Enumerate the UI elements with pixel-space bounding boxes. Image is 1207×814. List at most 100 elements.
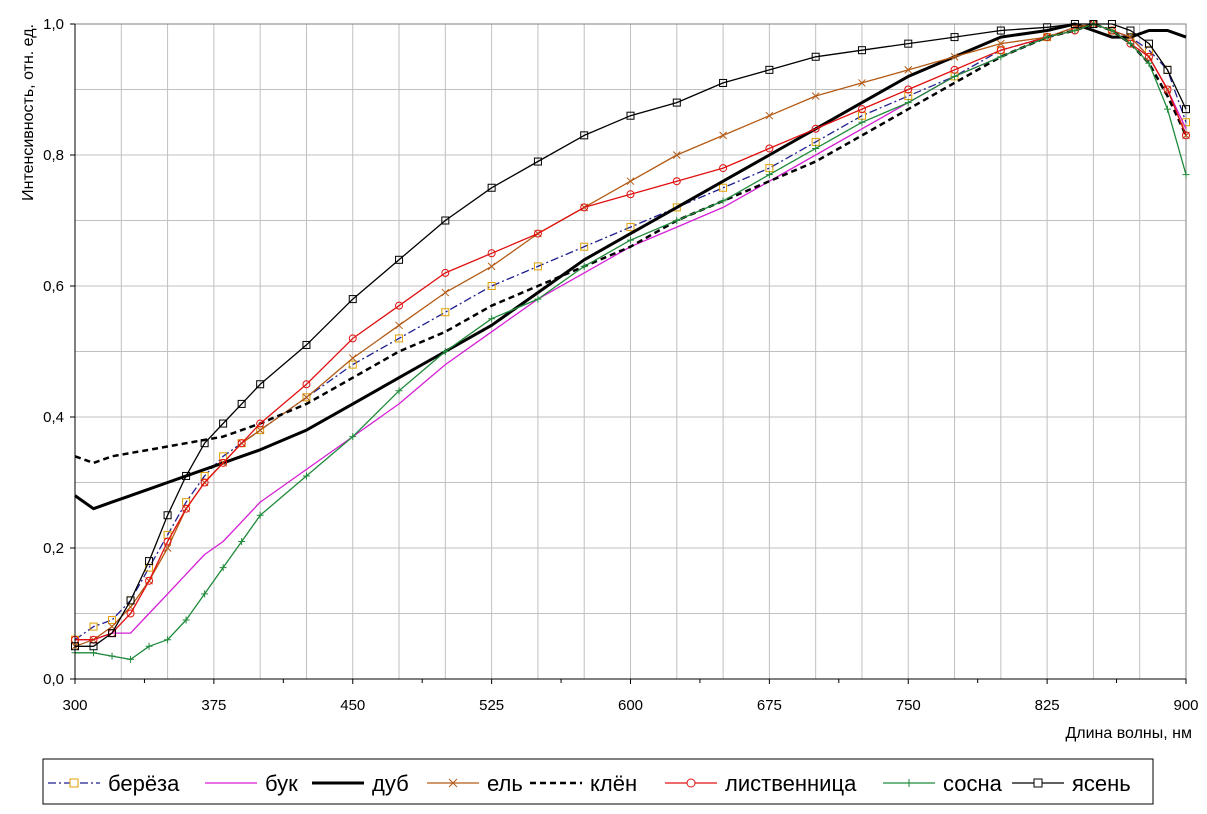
- point-marker: [686, 778, 696, 788]
- point-marker: [395, 321, 403, 330]
- point-marker: [237, 439, 246, 448]
- point-marker: [219, 458, 228, 467]
- point-marker: [857, 105, 866, 114]
- x-tick-label: 675: [757, 697, 782, 714]
- legend-label: берёза: [108, 771, 180, 796]
- x-tick-label: 300: [62, 697, 87, 714]
- series-сосна: [71, 20, 1190, 663]
- point-marker: [441, 288, 450, 297]
- point-marker: [1071, 27, 1079, 35]
- point-marker: [126, 596, 135, 605]
- point-marker: [672, 203, 681, 212]
- point-marker: [89, 642, 98, 651]
- point-marker: [951, 72, 959, 80]
- y-axis-title: Интенсивность, отн. ед.: [20, 24, 37, 201]
- legend-item-дуб: дуб: [312, 771, 409, 796]
- point-marker: [163, 511, 172, 520]
- point-marker: [580, 242, 589, 251]
- point-marker: [90, 649, 98, 657]
- y-tick-label: 0,2: [43, 540, 64, 557]
- point-marker: [487, 282, 496, 290]
- point-marker: [1126, 26, 1135, 35]
- point-marker: [201, 590, 209, 598]
- point-marker: [719, 197, 727, 205]
- point-marker: [719, 78, 728, 87]
- point-marker: [126, 609, 135, 618]
- x-axis-title: Длина волны, нм: [1065, 725, 1192, 742]
- x-tick-label: 900: [1173, 697, 1198, 714]
- point-marker: [1126, 33, 1135, 41]
- point-marker: [533, 229, 542, 238]
- point-marker: [534, 295, 542, 303]
- point-marker: [904, 99, 912, 107]
- y-tick-label: 0,4: [43, 409, 64, 426]
- x-tick-label: 600: [618, 697, 643, 714]
- legend-label: дуб: [372, 771, 409, 796]
- point-marker: [108, 616, 117, 625]
- point-marker: [904, 39, 913, 48]
- point-marker: [302, 472, 310, 480]
- point-marker: [349, 433, 357, 441]
- point-marker: [69, 778, 79, 788]
- point-marker: [857, 46, 866, 55]
- point-marker: [533, 157, 542, 166]
- point-marker: [200, 439, 209, 448]
- point-marker: [812, 144, 820, 152]
- point-marker: [1182, 131, 1190, 140]
- point-marker: [719, 131, 727, 140]
- point-marker: [1043, 23, 1052, 32]
- legend-item-клён: клён: [530, 771, 637, 796]
- legend-item-лиственница: лиственница: [665, 771, 857, 796]
- point-marker: [256, 511, 264, 519]
- point-marker: [1144, 39, 1153, 48]
- point-marker: [765, 111, 774, 120]
- point-marker: [1182, 105, 1190, 114]
- point-marker: [626, 190, 635, 199]
- point-marker: [626, 223, 635, 232]
- legend-item-берёза: берёза: [48, 771, 180, 796]
- y-tick-label: 0,8: [43, 147, 64, 164]
- legend-item-бук: бук: [205, 771, 298, 796]
- point-marker: [145, 557, 154, 566]
- point-marker: [1107, 20, 1116, 28]
- point-marker: [719, 183, 728, 192]
- legend-label: лиственница: [725, 771, 857, 796]
- point-marker: [1089, 20, 1098, 28]
- point-marker: [302, 340, 311, 349]
- series-line: [75, 23, 1187, 647]
- x-tick-label: 525: [479, 697, 504, 714]
- point-marker: [580, 262, 588, 270]
- point-marker: [626, 177, 635, 186]
- point-marker: [811, 52, 820, 61]
- point-marker: [302, 393, 311, 402]
- x-tick-label: 450: [340, 697, 365, 714]
- point-marker: [487, 249, 496, 258]
- point-marker: [811, 92, 820, 100]
- point-marker: [163, 537, 172, 546]
- point-marker: [441, 308, 450, 317]
- legend-box: [42, 758, 1154, 805]
- point-marker: [1033, 778, 1043, 788]
- point-marker: [672, 177, 681, 186]
- point-marker: [448, 778, 458, 788]
- legend-item-ясень: ясень: [1012, 771, 1131, 796]
- point-marker: [238, 537, 246, 545]
- point-marker: [108, 652, 116, 660]
- point-marker: [858, 118, 866, 126]
- x-tick-label: 825: [1035, 697, 1060, 714]
- point-marker: [395, 387, 403, 395]
- point-marker: [237, 399, 246, 408]
- point-marker: [219, 419, 228, 428]
- point-marker: [1163, 105, 1171, 113]
- point-marker: [182, 504, 191, 513]
- point-marker: [1126, 40, 1134, 48]
- point-marker: [627, 236, 634, 244]
- point-marker: [1163, 65, 1172, 74]
- point-marker: [348, 354, 357, 362]
- point-marker: [256, 419, 265, 428]
- point-marker: [302, 393, 311, 402]
- point-marker: [219, 564, 227, 572]
- point-marker: [1070, 20, 1079, 28]
- point-marker: [765, 144, 774, 153]
